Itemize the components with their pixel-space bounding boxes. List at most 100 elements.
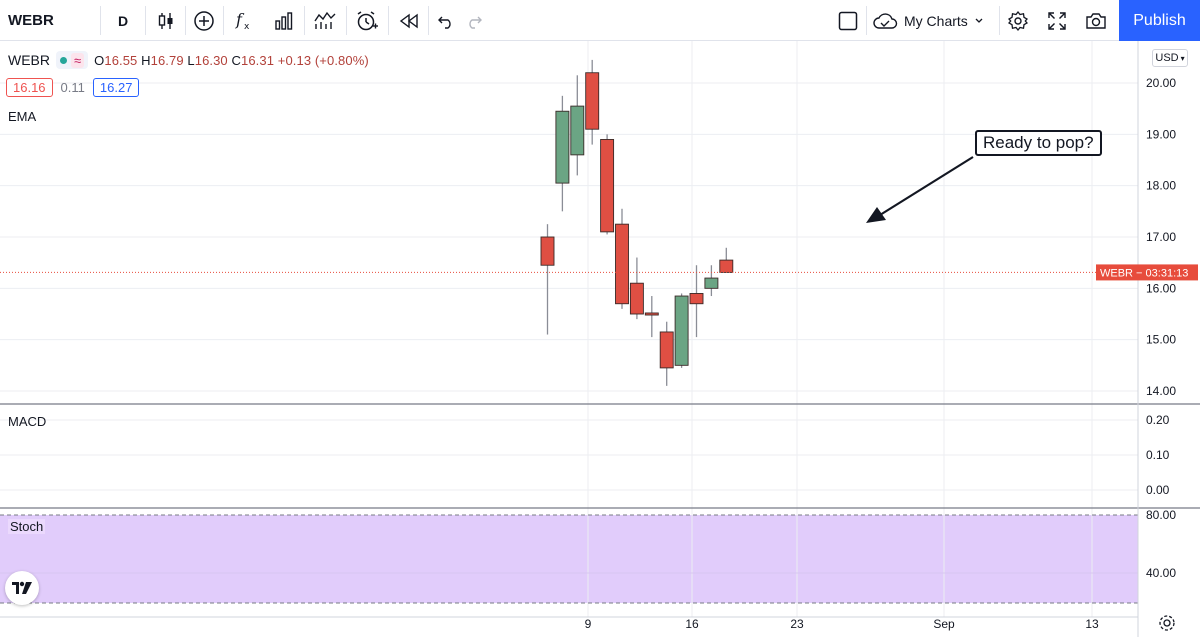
x-axis-tick-label: Sep (933, 617, 955, 631)
add-symbol-icon[interactable] (190, 4, 218, 37)
my-charts-label: My Charts (904, 12, 968, 29)
toolbar-divider (185, 6, 186, 35)
interval-button[interactable]: D (117, 12, 129, 29)
replay-icon[interactable] (395, 4, 423, 37)
stoch-axis-label: 80.00 (1146, 508, 1176, 522)
symbol-search-button[interactable]: WEBR (8, 12, 54, 29)
last-price-label-bg (1096, 264, 1198, 281)
redo-icon[interactable] (461, 4, 487, 37)
chart-canvas[interactable]: WEBR − 03:31:13 20.00 19.00 18.00 17.00 16.0… (0, 41, 1200, 637)
tradingview-logo[interactable] (5, 571, 39, 605)
candle-down (719, 259, 734, 273)
x-axis-tick-label: 16 (685, 617, 699, 631)
candle-up (570, 105, 585, 156)
spread-value: 0.11 (60, 80, 85, 95)
candle-down (540, 236, 555, 266)
gear-teeth (1159, 615, 1175, 631)
fullscreen-icon[interactable] (1043, 4, 1071, 37)
alert-icon[interactable] (352, 4, 382, 37)
my-charts-button[interactable]: My Charts (872, 4, 984, 37)
currency-selector[interactable]: USD ▾ (1152, 49, 1188, 67)
stoch-indicator-label[interactable]: Stoch (8, 519, 46, 534)
high-value: 16.79 (150, 52, 184, 68)
close-value: 16.31 (241, 52, 275, 68)
open-value: 16.55 (104, 52, 138, 68)
macd-axis-label: 0.20 (1146, 413, 1170, 427)
legend-symbol: WEBR (8, 52, 50, 68)
publish-button[interactable]: Publish (1119, 0, 1200, 41)
legend-status-pill[interactable]: ≈ (56, 51, 89, 69)
last-price-label: WEBR − 03:31:13 (1100, 267, 1188, 279)
chevron-down-icon (975, 18, 983, 23)
candle-down (629, 282, 644, 315)
candles-icon[interactable] (152, 4, 180, 37)
toolbar-divider (346, 6, 347, 35)
scale-settings-icon[interactable] (1159, 615, 1175, 631)
candle-up (704, 277, 719, 289)
low-value: 16.30 (194, 52, 228, 68)
price-axis-label: 20.00 (1146, 76, 1176, 90)
candle-down (600, 139, 615, 233)
close-key: C (231, 52, 241, 68)
annotation-callout[interactable]: Ready to pop? (975, 130, 1102, 156)
price-axis-label: 18.00 (1146, 179, 1176, 193)
ema-indicator-label[interactable]: EMA (8, 109, 37, 124)
macd-axis-label: 0.10 (1146, 448, 1170, 462)
templates-icon[interactable] (310, 4, 340, 37)
undo-icon[interactable] (433, 4, 459, 37)
symbol-legend: WEBR ≈ O16.55 H16.79 L16.30 C16.31 +0.13… (8, 51, 369, 69)
candle-down (689, 293, 704, 305)
toolbar-divider (388, 6, 389, 35)
price-axis-label: 14.00 (1146, 384, 1176, 398)
price-axis-label: 16.00 (1146, 281, 1176, 295)
candle-up (674, 295, 689, 366)
delayed-data-icon: ≈ (71, 52, 85, 68)
toolbar-divider (223, 6, 224, 35)
chart-area[interactable]: WEBR − 03:31:13 20.00 19.00 18.00 17.00 16.0… (0, 41, 1200, 637)
toolbar-divider (999, 6, 1000, 35)
change-value: +0.13 (+0.80%) (277, 52, 369, 68)
gear-hub (1163, 619, 1171, 627)
low-key: L (187, 52, 195, 68)
annotation-arrow-line[interactable] (879, 156, 974, 216)
annotation-arrowhead[interactable] (866, 207, 886, 223)
toolbar-divider (866, 6, 867, 35)
candle-up (555, 110, 570, 184)
bid-ask: 16.16 0.11 16.27 (6, 78, 140, 97)
legend-ohlc: O16.55 H16.79 L16.30 C16.31 +0.13 (+0.80… (94, 53, 369, 68)
toolbar-divider (145, 6, 146, 35)
macd-indicator-label[interactable]: MACD (8, 414, 47, 429)
toolbar-divider (428, 6, 429, 35)
x-axis-tick-label: 13 (1085, 617, 1099, 631)
stoch-axis-label: 40.00 (1146, 566, 1176, 580)
x-axis-tick-label: 23 (790, 617, 804, 631)
svg-text:f: f (235, 10, 245, 29)
cloud-icon (873, 12, 898, 29)
buy-price-button[interactable]: 16.27 (92, 78, 140, 97)
x-axis-tick-label: 9 (585, 617, 592, 631)
toolbar-divider (100, 6, 101, 35)
camera-icon[interactable] (1082, 4, 1110, 37)
price-axis-label: 17.00 (1146, 230, 1176, 244)
price-axis-label: 15.00 (1146, 333, 1176, 347)
market-open-dot (60, 56, 67, 64)
stoch-band (0, 515, 1138, 603)
layout-icon[interactable] (835, 4, 861, 37)
settings-icon[interactable] (1004, 4, 1032, 37)
sell-price-button[interactable]: 16.16 (6, 78, 53, 97)
candle-down (644, 312, 659, 316)
chevron-down-icon: ▾ (1180, 53, 1185, 63)
svg-text:x: x (244, 22, 250, 32)
compare-icon[interactable] (269, 4, 299, 37)
high-key: H (141, 52, 151, 68)
candle-down (615, 223, 629, 305)
price-axis-label: 19.00 (1146, 127, 1176, 141)
open-key: O (94, 52, 105, 68)
candle-down (659, 331, 674, 369)
currency-label: USD (1155, 52, 1179, 64)
toolbar-divider (304, 6, 305, 35)
candle-down (585, 72, 600, 130)
macd-axis-label: 0.00 (1146, 483, 1170, 497)
